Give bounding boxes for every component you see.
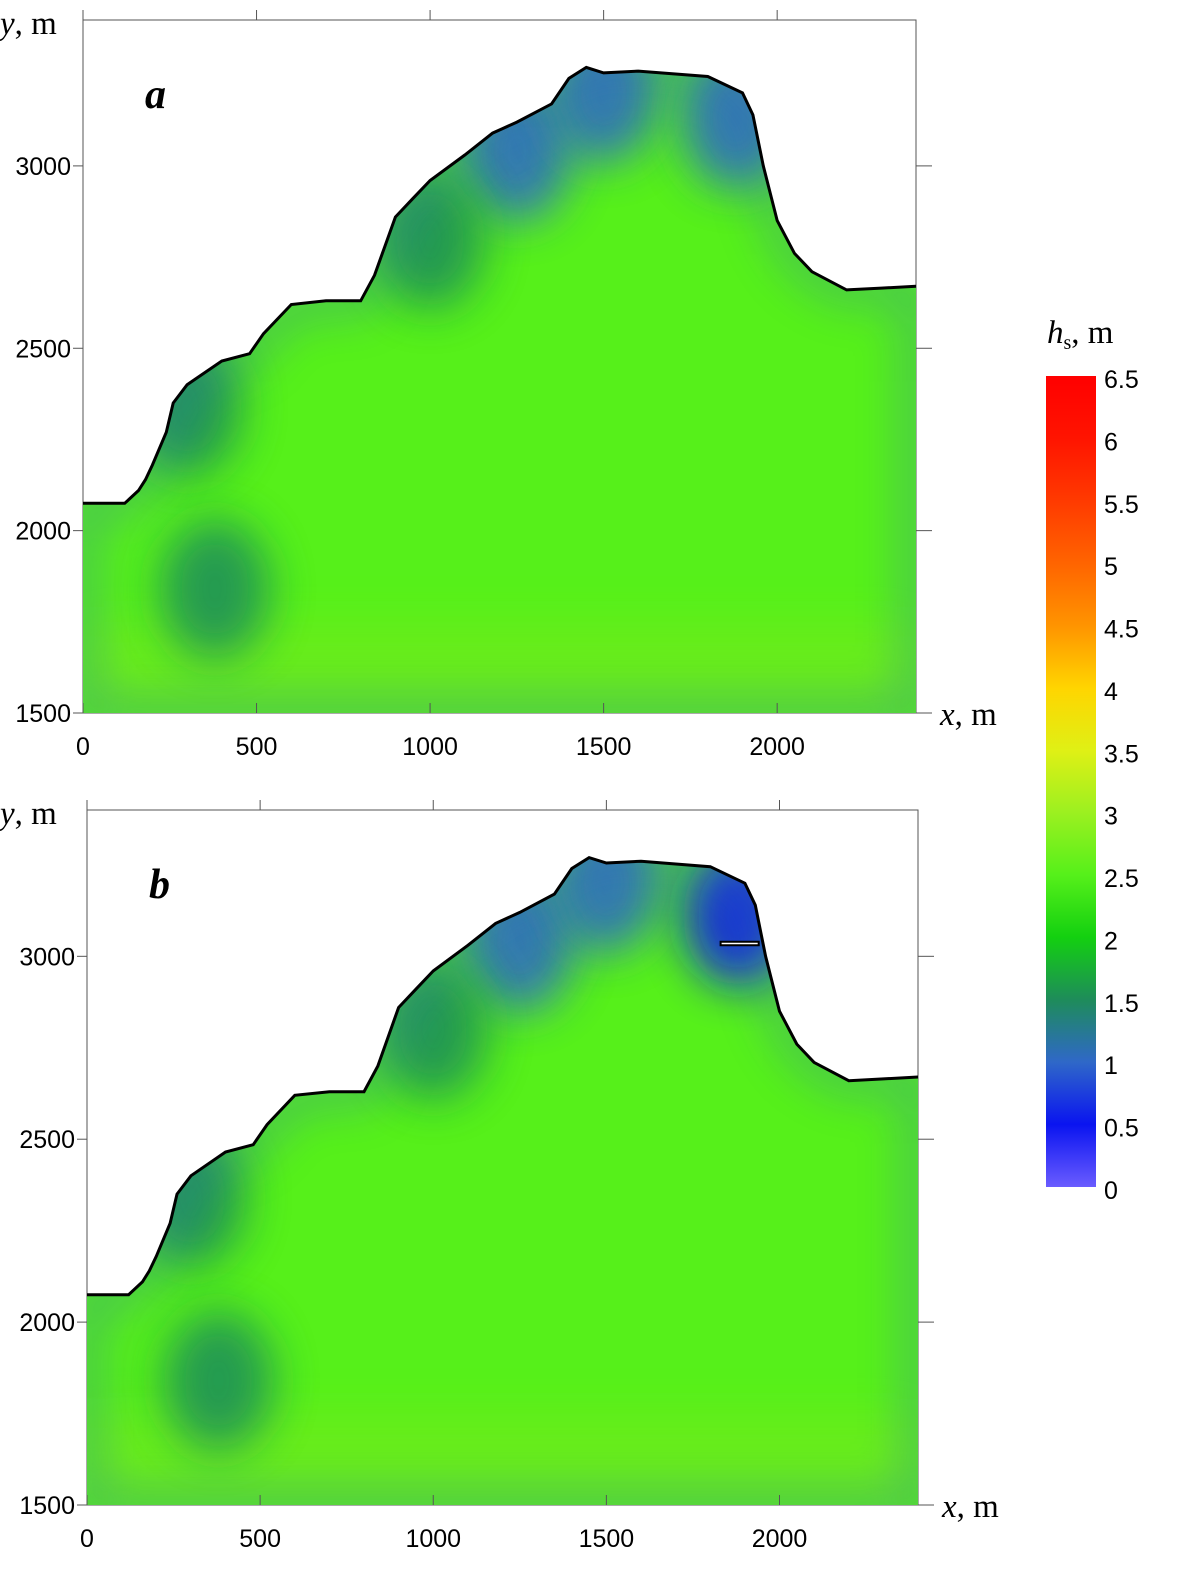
y-axis-var: y bbox=[0, 796, 15, 832]
colorbar-title: hs, m bbox=[1047, 315, 1114, 354]
wave-height-field bbox=[87, 857, 918, 1505]
colorbar-title-sub: s bbox=[1064, 332, 1072, 354]
y-tick-label: 2000 bbox=[15, 518, 71, 546]
colorbar-tick-label: 1.5 bbox=[1104, 990, 1139, 1018]
low-wave-zone bbox=[548, 67, 659, 163]
low-wave-zone bbox=[163, 1310, 274, 1451]
x-axis-unit: , m bbox=[957, 1489, 1000, 1525]
y-tick-label: 1500 bbox=[19, 1492, 75, 1520]
wave-height-field bbox=[83, 67, 916, 713]
colorbar-title-unit: , m bbox=[1071, 315, 1114, 351]
x-tick-label: 500 bbox=[239, 1525, 281, 1553]
colorbar-tick-label: 3.5 bbox=[1104, 740, 1139, 768]
colorbar-title-var: h bbox=[1047, 315, 1064, 351]
y-tick-label: 2500 bbox=[15, 335, 71, 363]
panel-label: b bbox=[149, 862, 170, 908]
x-axis-title: x, m bbox=[941, 1489, 999, 1525]
axis-ticks: 0 500 1000 1500 2000 1500 2000 2500 3000 bbox=[19, 800, 934, 1553]
y-axis-unit: , m bbox=[15, 6, 58, 42]
x-axis-var: x bbox=[941, 1489, 957, 1525]
y-axis-unit: , m bbox=[15, 796, 58, 832]
x-tick-label: 0 bbox=[80, 1525, 94, 1553]
x-tick-label: 2000 bbox=[752, 1525, 808, 1553]
x-tick-label: 0 bbox=[76, 733, 90, 761]
x-tick-label: 2000 bbox=[749, 733, 805, 761]
colorbar-tick-label: 1 bbox=[1104, 1052, 1118, 1080]
y-tick-label: 3000 bbox=[19, 943, 75, 971]
coastline bbox=[83, 65, 917, 505]
breakwater bbox=[719, 940, 760, 947]
colorbar-ticks: 6.5 6 5.5 5 4.5 4 3.5 3 2.5 2 1.5 1 0.5 0 bbox=[1104, 366, 1139, 1205]
colorbar: hs, m 6.5 6 5.5 5 4.5 4 3.5 3 2.5 2 1.5 1 0.5 0 bbox=[1046, 315, 1139, 1205]
coastline bbox=[87, 855, 919, 1297]
colorbar-tick-label: 6.5 bbox=[1104, 366, 1139, 394]
colorbar-tick-label: 3 bbox=[1104, 803, 1118, 831]
colorbar-tick-label: 6 bbox=[1104, 428, 1118, 456]
panel-label: a bbox=[145, 72, 166, 118]
colorbar-tick-label: 5.5 bbox=[1104, 491, 1139, 519]
x-tick-label: 1000 bbox=[402, 733, 458, 761]
colorbar-tick-label: 2.5 bbox=[1104, 865, 1139, 893]
x-axis-unit: , m bbox=[955, 697, 998, 733]
colorbar-tick-label: 4.5 bbox=[1104, 616, 1139, 644]
colorbar-tick-label: 0 bbox=[1104, 1177, 1118, 1205]
x-tick-label: 1500 bbox=[579, 1525, 635, 1553]
axis-ticks: 0 500 1000 1500 2000 1500 2000 2500 3000 bbox=[15, 10, 932, 761]
low-wave-zone bbox=[551, 857, 662, 954]
x-tick-label: 1500 bbox=[576, 733, 632, 761]
x-axis-var: x bbox=[939, 697, 955, 733]
colorbar-tick-label: 2 bbox=[1104, 927, 1118, 955]
y-tick-label: 2000 bbox=[19, 1309, 75, 1337]
y-tick-label: 2500 bbox=[19, 1126, 75, 1154]
x-tick-label: 500 bbox=[236, 733, 278, 761]
y-axis-title: y, m bbox=[0, 6, 57, 42]
low-wave-zone bbox=[159, 518, 270, 659]
y-axis-var: y bbox=[0, 6, 15, 42]
x-axis-title: x, m bbox=[939, 697, 997, 733]
colorbar-tick-label: 4 bbox=[1104, 678, 1118, 706]
colorbar-scale bbox=[1046, 376, 1096, 1187]
y-axis-title: y, m bbox=[0, 796, 57, 832]
y-tick-label: 1500 bbox=[15, 700, 71, 728]
colorbar-tick-label: 0.5 bbox=[1104, 1115, 1139, 1143]
x-tick-label: 1000 bbox=[405, 1525, 461, 1553]
low-wave-zone bbox=[680, 67, 791, 189]
y-tick-label: 3000 bbox=[15, 153, 71, 181]
colorbar-tick-label: 5 bbox=[1104, 553, 1118, 581]
